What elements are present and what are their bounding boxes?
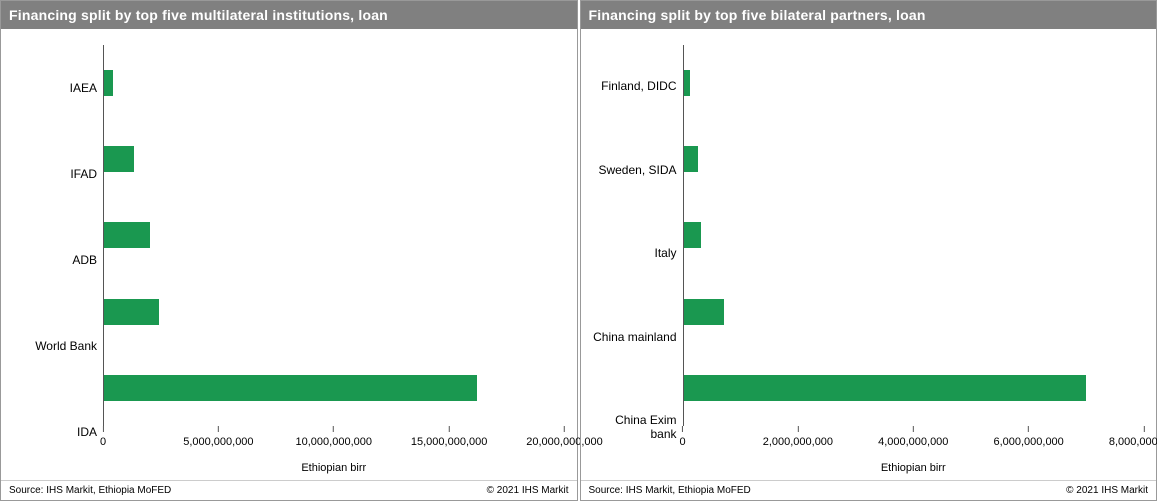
bar-row <box>104 215 565 255</box>
bar-row <box>684 63 1145 103</box>
x-axis-title: Ethiopian birr <box>103 462 565 474</box>
bar <box>104 299 159 325</box>
x-axis-right: Ethiopian birr 02,000,000,0004,000,000,0… <box>683 426 1145 476</box>
chart-area-right <box>683 45 1145 426</box>
category-label: Italy <box>593 247 677 260</box>
bar <box>104 70 113 96</box>
x-tick-label: 10,000,000,000 <box>296 436 372 448</box>
bar <box>684 375 1087 401</box>
bar <box>684 222 701 248</box>
panel-multilateral: Financing split by top five multilateral… <box>0 0 578 501</box>
y-axis-labels: Finland, DIDC Sweden, SIDA Italy China main… <box>593 45 683 476</box>
x-tick: 10,000,000,000 <box>296 426 372 448</box>
panel-bilateral: Financing split by top five bilateral pa… <box>580 0 1157 501</box>
x-tick: 6,000,000,000 <box>993 426 1063 448</box>
x-tick: 2,000,000,000 <box>763 426 833 448</box>
bar-row <box>104 63 565 103</box>
x-tick-label: 0 <box>679 436 685 448</box>
panel-footer: Source: IHS Markit, Ethiopia MoFED © 202… <box>1 480 577 500</box>
footer-source: Source: IHS Markit, Ethiopia MoFED <box>589 485 751 496</box>
panel-title: Financing split by top five bilateral pa… <box>581 1 1157 29</box>
bar <box>684 70 691 96</box>
bar-row <box>684 368 1145 408</box>
plot-area-right: Finland, DIDC Sweden, SIDA Italy China main… <box>581 29 1157 480</box>
category-label: China mainland <box>593 331 677 344</box>
x-tick: 8,000,000,000 <box>1109 426 1157 448</box>
bar <box>104 146 134 172</box>
bar <box>104 222 150 248</box>
category-label: Finland, DIDC <box>593 80 677 93</box>
bar <box>104 375 477 401</box>
category-label: IAEA <box>13 82 97 95</box>
x-axis-title: Ethiopian birr <box>683 462 1145 474</box>
category-label: World Bank <box>13 340 97 353</box>
bar-row <box>684 292 1145 332</box>
x-tick-label: 4,000,000,000 <box>878 436 948 448</box>
footer-copyright: © 2021 IHS Markit <box>487 485 569 496</box>
bar-row <box>104 368 565 408</box>
chart-area-left <box>103 45 565 426</box>
x-axis-left: Ethiopian birr 0 5,000,000,000 10,000,000,… <box>103 426 565 476</box>
x-tick: 0 <box>100 426 106 448</box>
x-tick-label: 6,000,000,000 <box>993 436 1063 448</box>
bar-row <box>684 215 1145 255</box>
plot-area-left: IAEA IFAD ADB World Bank IDA Ethiopian birr … <box>1 29 577 480</box>
footer-copyright: © 2021 IHS Markit <box>1066 485 1148 496</box>
bar <box>684 146 698 172</box>
footer-source: Source: IHS Markit, Ethiopia MoFED <box>9 485 171 496</box>
bar <box>684 299 724 325</box>
category-label: IDA <box>13 426 97 439</box>
category-label: Sweden, SIDA <box>593 164 677 177</box>
panel-footer: Source: IHS Markit, Ethiopia MoFED © 202… <box>581 480 1157 500</box>
x-tick-label: 2,000,000,000 <box>763 436 833 448</box>
bar-row <box>684 139 1145 179</box>
x-tick-label: 0 <box>100 436 106 448</box>
y-axis-labels: IAEA IFAD ADB World Bank IDA <box>13 45 103 476</box>
bar-row <box>104 292 565 332</box>
x-tick: 4,000,000,000 <box>878 426 948 448</box>
panel-title: Financing split by top five multilateral… <box>1 1 577 29</box>
category-label: ADB <box>13 254 97 267</box>
x-tick-label: 8,000,000,000 <box>1109 436 1157 448</box>
x-tick: 0 <box>679 426 685 448</box>
x-tick: 15,000,000,000 <box>411 426 487 448</box>
x-tick-label: 5,000,000,000 <box>183 436 253 448</box>
x-tick-label: 15,000,000,000 <box>411 436 487 448</box>
x-tick: 5,000,000,000 <box>183 426 253 448</box>
category-label: IFAD <box>13 168 97 181</box>
bar-row <box>104 139 565 179</box>
category-label: China Exim bank <box>593 414 677 440</box>
